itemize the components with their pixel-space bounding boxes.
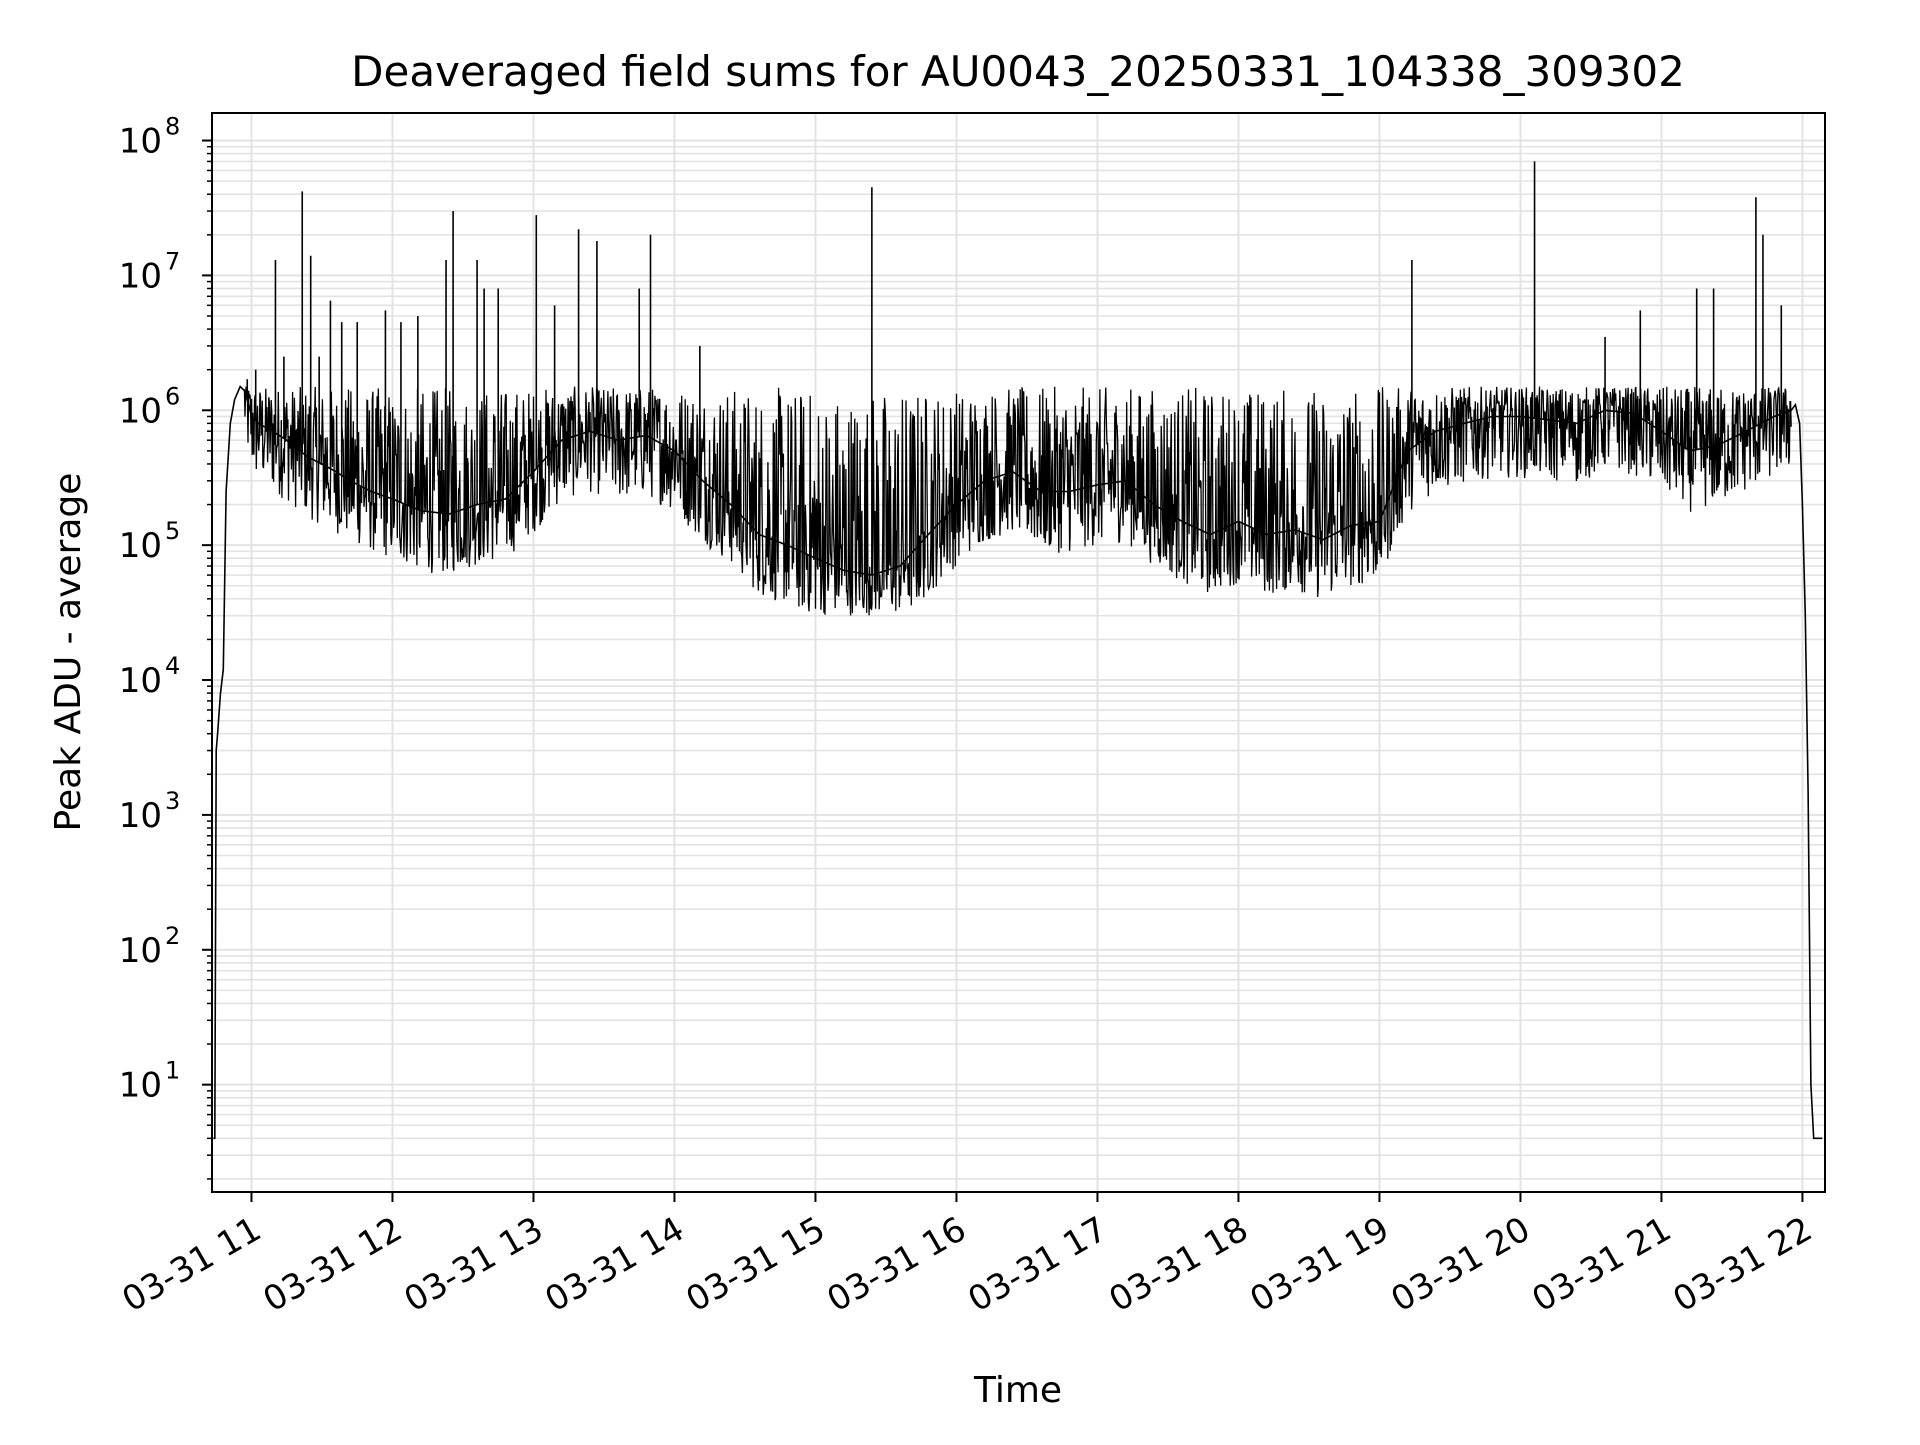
- y-tick-label-exponent: 3: [165, 787, 180, 815]
- plot-frame: [211, 112, 1826, 1193]
- y-tick-label-exponent: 2: [165, 922, 180, 950]
- y-tick-label-exponent: 5: [165, 517, 180, 545]
- y-tick-label: 10: [119, 796, 162, 836]
- y-tick-label: 10: [119, 1066, 162, 1106]
- y-tick-label: 10: [119, 931, 162, 971]
- y-tick-label-exponent: 6: [165, 382, 180, 410]
- y-tick-label: 10: [119, 256, 162, 296]
- y-tick-label-exponent: 8: [165, 113, 180, 141]
- y-tick-label: 10: [119, 526, 162, 566]
- plot-layer: [213, 161, 1823, 1140]
- y-tick-label-exponent: 7: [165, 247, 180, 275]
- chart-title: Deaveraged field sums for AU0043_2025033…: [351, 47, 1685, 96]
- grid-layer: [212, 113, 1825, 1192]
- y-axis-label: Peak ADU - average: [48, 473, 89, 832]
- y-tick-label: 10: [119, 391, 162, 431]
- x-axis-label: Time: [973, 1370, 1062, 1411]
- y-tick-label: 10: [119, 661, 162, 701]
- y-tick-label-exponent: 4: [165, 652, 180, 680]
- y-tick-label: 10: [119, 122, 162, 162]
- y-tick-label-exponent: 1: [165, 1057, 180, 1085]
- series-noise: [243, 386, 1792, 616]
